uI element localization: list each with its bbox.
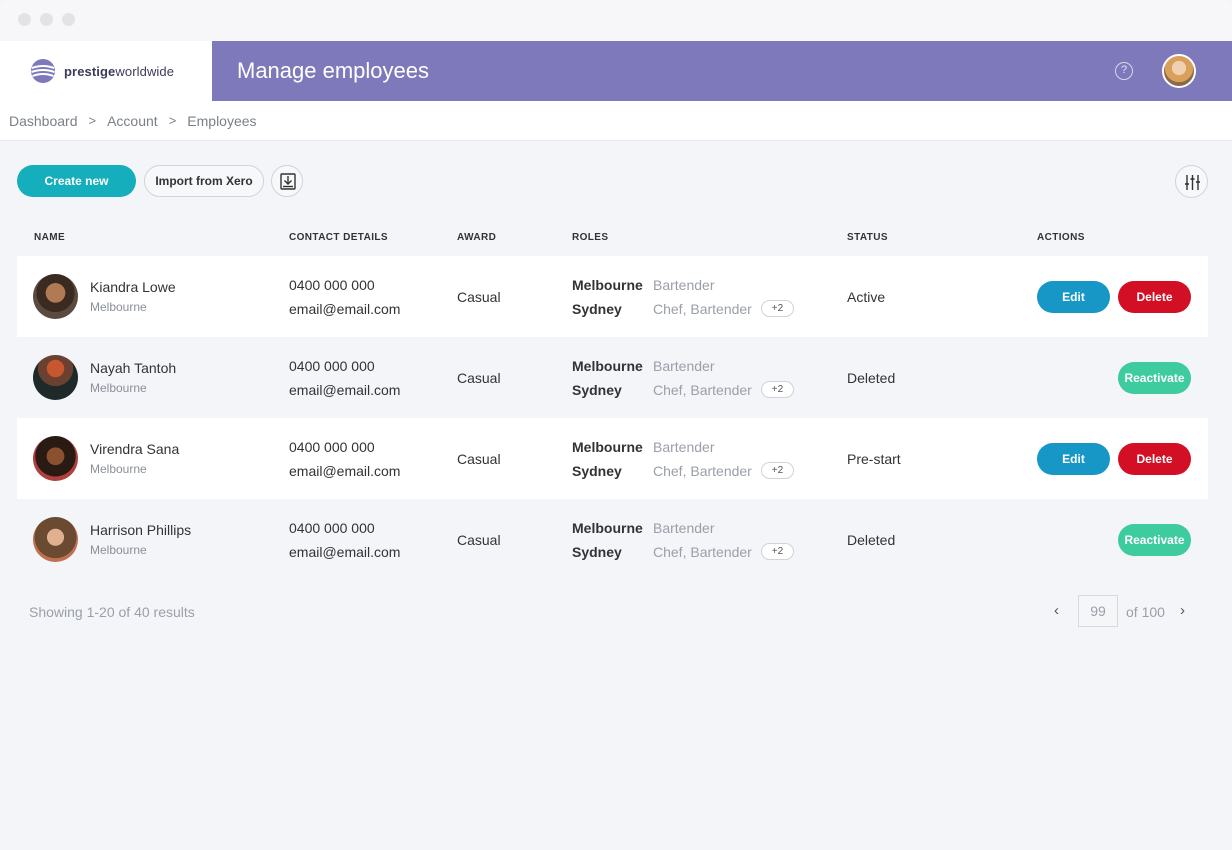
column-header-contact: CONTACT DETAILS [289, 232, 388, 243]
employee-table: Kiandra Lowe Melbourne 0400 000 000 emai… [17, 256, 1208, 580]
delete-button[interactable]: Delete [1118, 281, 1191, 313]
employee-city: Melbourne [90, 462, 147, 476]
page-number-input[interactable]: 99 [1078, 595, 1118, 627]
page-title: Manage employees [237, 58, 430, 83]
role-location: Sydney [572, 544, 622, 560]
header-bar: Manage employees ? [212, 41, 1232, 101]
toolbar: Create new Import from Xero [17, 165, 1208, 198]
employee-name[interactable]: Harrison Phillips [90, 522, 192, 538]
role-names: Bartender [653, 277, 715, 293]
reactivate-button[interactable]: Reactivate [1118, 362, 1191, 394]
role-location: Melbourne [572, 358, 643, 374]
pagination-footer: Showing 1-20 of 40 results ‹ 99 of 100 › [17, 595, 1208, 628]
more-roles-badge[interactable]: +2 [761, 462, 794, 479]
chevron-right-icon: > [168, 113, 177, 128]
download-button[interactable] [271, 165, 303, 197]
role-names: Chef, Bartender [653, 382, 752, 398]
logo[interactable]: prestigeworldwide [0, 41, 212, 101]
chevron-right-icon[interactable]: › [1180, 602, 1185, 619]
breadcrumb-dashboard[interactable]: Dashboard [9, 112, 78, 129]
avatar [33, 517, 78, 562]
delete-button[interactable]: Delete [1118, 443, 1191, 475]
download-icon [280, 173, 296, 190]
avatar [33, 436, 78, 481]
sliders-icon [1185, 175, 1200, 190]
status-text: Deleted [847, 370, 896, 386]
employee-phone: 0400 000 000 [289, 358, 375, 374]
role-location: Sydney [572, 382, 622, 398]
employee-city: Melbourne [90, 300, 147, 314]
table-row: Virendra Sana Melbourne 0400 000 000 ema… [17, 418, 1208, 499]
column-header-roles: ROLES [572, 232, 609, 243]
role-location: Melbourne [572, 439, 643, 455]
status-text: Pre-start [847, 451, 901, 467]
chevron-right-icon: > [88, 113, 97, 128]
employee-phone: 0400 000 000 [289, 439, 375, 455]
role-location: Sydney [572, 301, 622, 317]
role-names: Chef, Bartender [653, 301, 752, 317]
more-roles-badge[interactable]: +2 [761, 300, 794, 317]
window-titlebar [0, 0, 1232, 41]
filter-button[interactable] [1175, 165, 1208, 198]
page-total: of 100 [1126, 604, 1165, 620]
role-names: Chef, Bartender [653, 544, 752, 560]
column-header-actions: ACTIONS [1037, 232, 1085, 243]
employee-phone: 0400 000 000 [289, 520, 375, 536]
column-header-status: STATUS [847, 232, 888, 243]
status-text: Deleted [847, 532, 896, 548]
results-summary: Showing 1-20 of 40 results [29, 604, 195, 620]
chevron-left-icon[interactable]: ‹ [1054, 602, 1059, 619]
role-names: Bartender [653, 358, 715, 374]
employee-email: email@email.com [289, 544, 401, 560]
table-header: NAME CONTACT DETAILS AWARD ROLES STATUS … [17, 232, 1208, 246]
reactivate-button[interactable]: Reactivate [1118, 524, 1191, 556]
employee-phone: 0400 000 000 [289, 277, 375, 293]
employee-name[interactable]: Nayah Tantoh [90, 360, 177, 376]
column-header-name: NAME [34, 232, 66, 243]
role-location: Melbourne [572, 520, 643, 536]
employee-award: Casual [457, 451, 501, 467]
role-names: Chef, Bartender [653, 463, 752, 479]
breadcrumb-account[interactable]: Account [107, 112, 158, 129]
more-roles-badge[interactable]: +2 [761, 381, 794, 398]
role-location: Sydney [572, 463, 622, 479]
role-location: Melbourne [572, 277, 643, 293]
column-header-award: AWARD [457, 232, 497, 243]
table-row: Harrison Phillips Melbourne 0400 000 000… [17, 499, 1208, 580]
avatar [33, 274, 78, 319]
employee-award: Casual [457, 370, 501, 386]
logo-wordmark: prestigeworldwide [64, 63, 175, 79]
breadcrumb-employees: Employees [187, 112, 257, 129]
window-close-dot[interactable] [18, 13, 31, 26]
employee-award: Casual [457, 532, 501, 548]
import-xero-button[interactable]: Import from Xero [144, 165, 264, 197]
edit-button[interactable]: Edit [1037, 443, 1110, 475]
role-names: Bartender [653, 520, 715, 536]
help-icon[interactable]: ? [1115, 62, 1133, 80]
table-row: Nayah Tantoh Melbourne 0400 000 000 emai… [17, 337, 1208, 418]
create-new-button[interactable]: Create new [17, 165, 136, 197]
employee-email: email@email.com [289, 382, 401, 398]
window-maximize-dot[interactable] [62, 13, 75, 26]
user-avatar[interactable] [1162, 54, 1196, 88]
window-minimize-dot[interactable] [40, 13, 53, 26]
role-names: Bartender [653, 439, 715, 455]
globe-logo-icon [31, 59, 55, 83]
status-text: Active [847, 289, 886, 305]
employee-email: email@email.com [289, 463, 401, 479]
employee-name[interactable]: Kiandra Lowe [90, 279, 176, 295]
employee-city: Melbourne [90, 381, 147, 395]
employee-email: email@email.com [289, 301, 401, 317]
edit-button[interactable]: Edit [1037, 281, 1110, 313]
app-header: prestigeworldwide Manage employees ? [0, 41, 1232, 101]
breadcrumb: Dashboard > Account > Employees [0, 101, 1232, 141]
avatar [33, 355, 78, 400]
more-roles-badge[interactable]: +2 [761, 543, 794, 560]
employee-award: Casual [457, 289, 501, 305]
employee-name[interactable]: Virendra Sana [90, 441, 180, 457]
employee-city: Melbourne [90, 543, 147, 557]
table-row: Kiandra Lowe Melbourne 0400 000 000 emai… [17, 256, 1208, 337]
